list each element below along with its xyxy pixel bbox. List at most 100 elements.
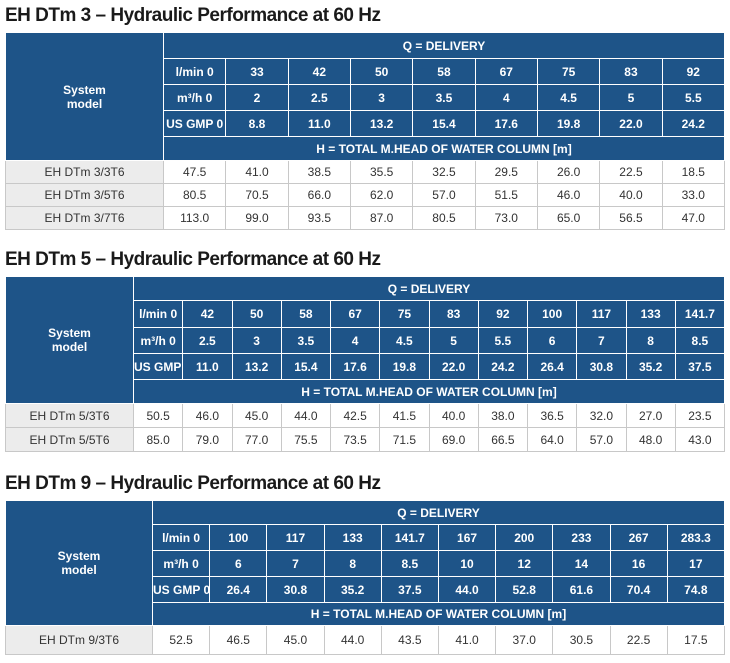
flow-value: 8: [625, 327, 676, 354]
head-value: 45.0: [231, 403, 282, 428]
head-value: 22.5: [599, 160, 663, 184]
head-value: 29.5: [474, 160, 538, 184]
delivery-header: Q = DELIVERY: [163, 32, 725, 59]
flow-value: 200: [495, 524, 554, 551]
flow-value: 6: [209, 550, 268, 577]
flow-value: 61.6: [552, 576, 611, 603]
model-name: EH DTm 3/7T6: [5, 206, 164, 230]
flow-value: 11.0: [182, 353, 233, 380]
head-value: 79.0: [182, 427, 233, 452]
head-value: 40.0: [428, 403, 479, 428]
table-row: US GMP 0 8.8 11.0 13.2 15.4 17.6 19.8 22.0 24.2: [6, 110, 726, 137]
flow-value: 75: [536, 58, 601, 85]
flow-value: 3.5: [280, 327, 332, 354]
unit-label: l/min 0: [151, 524, 211, 551]
unit-label: l/min 0: [132, 300, 184, 328]
head-value: 44.0: [280, 403, 332, 428]
system-model-label: System model: [63, 82, 106, 111]
table-row: EH DTm 3/7T6 113.0 99.0 93.5 87.0 80.5 73.0 65.…: [5, 206, 726, 230]
flow-value: 8: [323, 550, 382, 577]
table-row: H = TOTAL M.HEAD OF WATER COLUMN [m]: [6, 379, 725, 404]
system-model-header: System model: [5, 276, 134, 404]
table-row: l/min 0 33 42 50 58 67 75 83 92: [6, 58, 726, 85]
flow-value: 42: [182, 300, 233, 328]
head-value: 22.5: [609, 625, 668, 655]
flow-value: 141.7: [674, 300, 726, 328]
head-value: 77.0: [231, 427, 282, 452]
flow-value: 26.4: [209, 576, 268, 603]
head-value: 62.0: [349, 183, 414, 207]
flow-value: 2.5: [182, 327, 233, 354]
system-model-label: System model: [57, 549, 101, 577]
unit-label: US GMP 0: [151, 576, 211, 603]
head-value: 66.5: [477, 427, 529, 452]
flow-value: 15.4: [280, 353, 332, 380]
table-row: l/min 0 42 50 58 67 75 83 92 100 117 133 141.7: [6, 300, 726, 328]
flow-value: 2.5: [287, 84, 351, 111]
head-value: 30.5: [552, 625, 611, 655]
model-name: EH DTm 9/3T6: [5, 625, 153, 655]
flow-value: 141.7: [380, 524, 439, 551]
flow-value: 167: [437, 524, 497, 551]
head-value: 75.5: [280, 427, 332, 452]
flow-value: 4.5: [379, 327, 430, 354]
flow-value: 13.2: [349, 110, 414, 137]
head-value: 73.5: [329, 427, 381, 452]
flow-value: 3: [349, 84, 414, 111]
model-name: EH DTm 3/3T6: [5, 160, 164, 184]
flow-value: 58: [412, 58, 476, 85]
flow-value: 19.8: [379, 353, 430, 380]
model-name: EH DTm 3/5T6: [5, 183, 164, 207]
head-value: 52.5: [151, 625, 211, 655]
table-row: EH DTm 3/5T6 80.5 70.5 66.0 62.0 57.0 51.5 46.0…: [5, 183, 726, 207]
head-value: 87.0: [349, 206, 414, 230]
head-value: 66.0: [287, 183, 351, 207]
head-value: 85.0: [132, 427, 184, 452]
head-value: 47.5: [162, 160, 227, 184]
flow-value: 4: [474, 84, 538, 111]
flow-value: 12: [495, 550, 554, 577]
flow-value: 50: [231, 300, 282, 328]
table-section: EH DTm 9 – Hydraulic Performance at 60 H…: [5, 468, 726, 655]
flow-value: 233: [552, 524, 611, 551]
head-value: 70.5: [225, 183, 289, 207]
flow-value: 117: [266, 524, 325, 551]
head-value: 42.5: [329, 403, 381, 428]
head-value: 41.0: [225, 160, 289, 184]
flow-value: 15.4: [412, 110, 476, 137]
table-row: EH DTm 3/3T6 47.5 41.0 38.5 35.5 32.5 29.5 26.0…: [5, 160, 726, 184]
flow-value: 5.5: [477, 327, 529, 354]
flow-value: 2: [225, 84, 289, 111]
table-row: System model Q = DELIVERY: [5, 32, 725, 161]
flow-value: 26.4: [526, 353, 578, 380]
head-value: 51.5: [474, 183, 538, 207]
flow-value: 37.5: [380, 576, 439, 603]
head-value: 71.5: [379, 427, 430, 452]
head-value: 32.5: [412, 160, 476, 184]
flow-value: 75: [379, 300, 430, 328]
head-value: 36.5: [526, 403, 578, 428]
flow-value: 5: [599, 84, 663, 111]
head-value: 32.0: [576, 403, 627, 428]
flow-value: 8.5: [380, 550, 439, 577]
flow-value: 42: [287, 58, 351, 85]
flow-value: 67: [329, 300, 381, 328]
head-value: 27.0: [625, 403, 676, 428]
flow-value: 17.6: [329, 353, 381, 380]
head-value: 64.0: [526, 427, 578, 452]
head-value: 80.5: [162, 183, 227, 207]
flow-value: 92: [661, 58, 726, 85]
flow-value: 67: [474, 58, 538, 85]
flow-value: 7: [266, 550, 325, 577]
performance-table: System model Q = DELIVERY l/min 0 42 50 58 67 7…: [5, 276, 726, 452]
performance-table: System model Q = DELIVERY l/min 0 100 117 133…: [5, 500, 726, 655]
flow-value: 37.5: [674, 353, 726, 380]
flow-value: 44.0: [437, 576, 497, 603]
head-value: 69.0: [428, 427, 479, 452]
flow-value: 50: [349, 58, 414, 85]
flow-value: 74.8: [666, 576, 726, 603]
table-row: EH DTm 5/5T6 85.0 79.0 77.0 75.5 73.5 71.5 69.0…: [5, 427, 726, 452]
head-value: 43.5: [380, 625, 439, 655]
head-value: 18.5: [661, 160, 726, 184]
table-section: EH DTm 3 – Hydraulic Performance at 60 H…: [5, 0, 726, 230]
